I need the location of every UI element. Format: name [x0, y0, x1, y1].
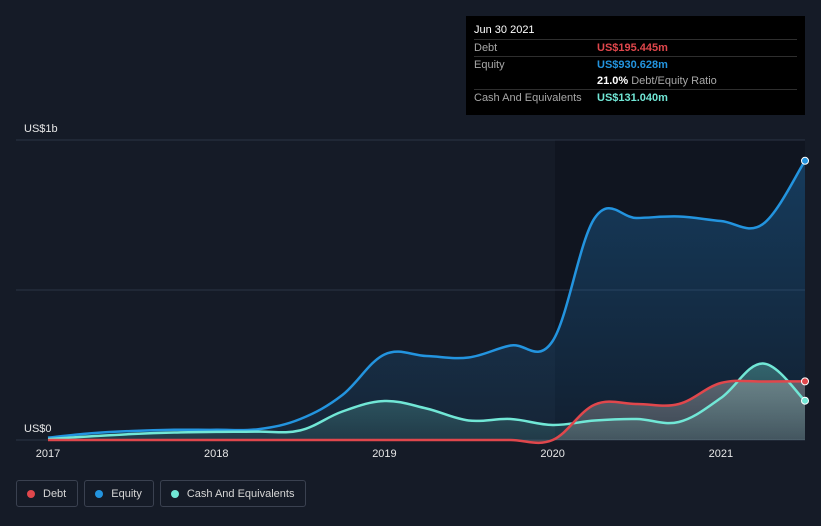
y-tick-label-1: US$1b — [24, 123, 58, 135]
equity-endpoint — [801, 156, 809, 165]
tooltip-panel: Jun 30 2021 Debt US$195.445m Equity US$9… — [466, 16, 805, 115]
tooltip-ratio-label: Debt/Equity Ratio — [631, 75, 717, 87]
tooltip-ratio-value: 21.0% — [597, 75, 629, 87]
debt-endpoint — [801, 377, 809, 386]
x-tick-label-2: 2019 — [372, 448, 396, 460]
x-tick-label-4: 2021 — [709, 448, 733, 460]
legend-item-debt[interactable]: Debt — [16, 480, 79, 507]
cash-endpoint — [801, 396, 809, 405]
legend-item-equity[interactable]: Equity — [84, 480, 154, 507]
legend-cash-label: Cash And Equivalents — [186, 487, 295, 500]
x-tick-label-0: 2017 — [36, 448, 60, 460]
tooltip-cash-value: US$131.040m — [597, 92, 668, 104]
tooltip-equity-value: US$930.628m — [597, 59, 668, 71]
tooltip-ratio-row: 21.0% Debt/Equity Ratio — [474, 73, 797, 89]
debt-line — [48, 379, 806, 445]
legend-item-cash[interactable]: Cash And Equivalents — [159, 480, 307, 507]
debt-dot-icon — [27, 489, 35, 498]
equity-area — [48, 160, 805, 441]
tooltip-equity-label: Equity — [474, 59, 505, 71]
tooltip-cash-label: Cash And Equivalents — [474, 92, 582, 104]
equity-dot-icon — [95, 489, 104, 498]
tooltip-equity-row: Equity US$930.628m — [474, 56, 797, 73]
debt-area — [48, 380, 805, 443]
tooltip-date: Jun 30 2021 — [474, 24, 535, 36]
cash-line — [47, 362, 806, 441]
tooltip-debt-row: Debt US$195.445m — [474, 39, 797, 56]
legend-debt-label: Debt — [43, 487, 67, 500]
cash-dot-icon — [170, 489, 179, 498]
x-tick-label-3: 2020 — [540, 448, 564, 460]
x-tick-label-1: 2018 — [204, 448, 228, 460]
chart-legend: Debt Equity Cash And Equivalents — [16, 480, 307, 507]
legend-equity-label: Equity — [111, 487, 142, 500]
tooltip-debt-label: Debt — [474, 42, 498, 54]
tooltip-cash-row: Cash And Equivalents US$131.040m — [474, 89, 797, 106]
y-tick-label-0: US$0 — [24, 423, 52, 435]
equity-line — [47, 160, 807, 439]
tooltip-debt-value: US$195.445m — [597, 42, 668, 54]
